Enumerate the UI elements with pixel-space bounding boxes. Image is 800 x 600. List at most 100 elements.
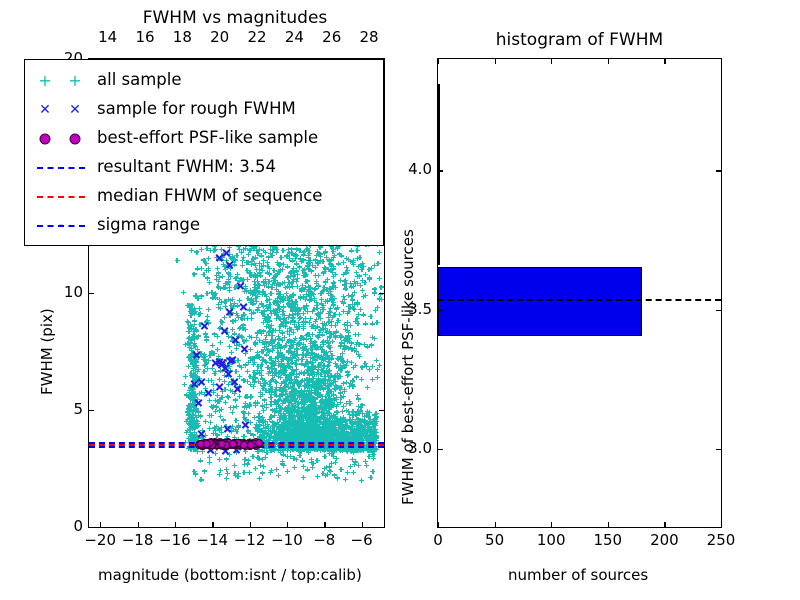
data-point: [250, 356, 256, 362]
data-point: [322, 279, 328, 285]
data-point: [300, 272, 306, 278]
data-point: [275, 346, 281, 352]
data-point: [359, 364, 365, 370]
data-point: [250, 454, 256, 460]
data-point: [374, 319, 380, 325]
data-point: [367, 276, 373, 282]
data-point: [370, 469, 376, 475]
data-point: [338, 333, 344, 339]
data-point: [244, 379, 250, 385]
data-point: [376, 250, 382, 256]
data-point: [258, 331, 264, 337]
data-point: [254, 286, 260, 292]
data-point: [305, 253, 311, 259]
data-point: [234, 429, 240, 435]
axis-tick: [249, 522, 251, 527]
data-point: [333, 335, 339, 341]
data-point: [361, 264, 367, 270]
data-point: [305, 467, 311, 473]
data-point: [337, 399, 343, 405]
data-point: [191, 271, 197, 277]
data-point: [352, 290, 358, 296]
dot-segment: [59, 224, 63, 227]
data-point: [345, 333, 351, 339]
data-point: [289, 258, 295, 264]
data-point: [213, 273, 219, 279]
data-point: [258, 263, 264, 269]
data-point: [347, 258, 353, 264]
data-point: [217, 339, 223, 345]
data-point: [233, 368, 239, 374]
data-point: [235, 312, 241, 318]
data-point: [285, 454, 291, 460]
legend-label: best-effort PSF-like sample: [97, 128, 319, 148]
data-point: [274, 300, 280, 306]
data-point: [277, 387, 283, 393]
data-point: [328, 344, 333, 350]
data-point: [223, 424, 232, 433]
data-point: [245, 368, 251, 374]
data-point: [260, 303, 266, 309]
data-point: [298, 448, 304, 454]
data-point: [194, 266, 200, 272]
data-point: [203, 337, 209, 343]
data-point: [319, 366, 325, 372]
data-point: [357, 254, 363, 260]
hist-x-tick-label: 200: [650, 531, 679, 549]
axis-tick: [379, 293, 384, 295]
circle-icon: [69, 133, 81, 144]
data-point: [342, 322, 348, 328]
hist-x-tick-label: 100: [536, 531, 566, 549]
data-point: [288, 415, 294, 421]
data-point: [281, 381, 287, 387]
data-point: [309, 398, 315, 404]
data-point: [309, 420, 315, 426]
data-point: [287, 256, 293, 262]
data-point: [274, 250, 280, 256]
data-point: [335, 261, 341, 267]
data-point: [232, 462, 238, 468]
y-tick-label: 5: [73, 400, 83, 418]
data-point: [314, 305, 320, 311]
data-point: [218, 468, 224, 474]
data-point: [243, 400, 249, 406]
data-point: [200, 321, 209, 330]
data-point: [297, 421, 303, 427]
data-point: [278, 345, 284, 351]
data-point: [326, 285, 332, 291]
data-point: [204, 314, 210, 320]
data-point: [359, 277, 365, 283]
data-point: [225, 277, 231, 282]
data-point: [309, 376, 315, 382]
data-point: [344, 379, 350, 385]
data-point: [190, 409, 196, 415]
data-point: [324, 354, 330, 360]
x-tick-label: −6: [350, 531, 373, 549]
data-point: [294, 272, 300, 278]
data-point: [198, 458, 204, 464]
axis-tick: [438, 522, 440, 527]
data-point: [206, 256, 212, 262]
axis-tick: [664, 59, 666, 64]
data-point: [223, 476, 229, 482]
data-point: [349, 456, 355, 462]
data-point: [241, 461, 247, 467]
data-point: [340, 415, 346, 421]
data-point: [264, 343, 270, 349]
data-point: [231, 258, 237, 264]
data-point: [322, 268, 328, 274]
data-point: [246, 247, 252, 253]
data-point: [275, 472, 281, 478]
data-point: [305, 371, 311, 377]
data-point: [212, 370, 218, 376]
resultant-fwhm-line: [438, 298, 721, 301]
data-point: [205, 266, 211, 272]
data-point: [326, 362, 332, 368]
data-point: [251, 272, 257, 278]
histogram-bar: [438, 84, 441, 266]
data-point: [257, 354, 263, 360]
data-point: [374, 375, 380, 381]
data-point: [355, 331, 361, 337]
histogram-x-axis-label: number of sources: [508, 566, 649, 584]
data-point: [352, 362, 358, 368]
